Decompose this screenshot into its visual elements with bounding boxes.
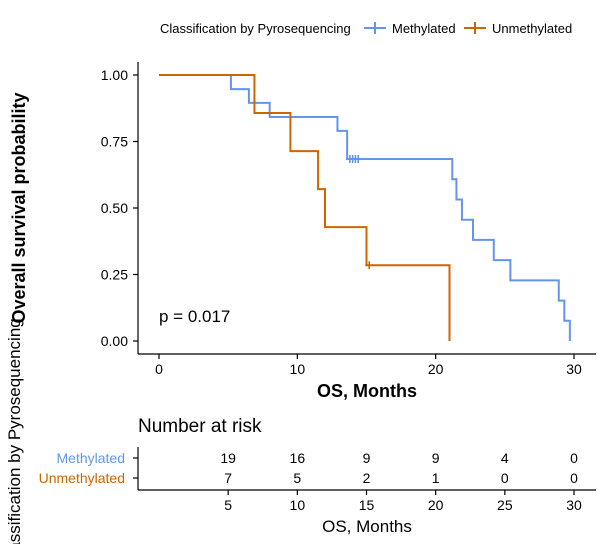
survival-curve-unmethylated [159, 74, 451, 341]
risk-count: 19 [220, 450, 236, 466]
censor-mark-unmethylated [365, 261, 374, 270]
y-tick-label: 0.25 [101, 267, 128, 283]
risk-count: 0 [570, 450, 578, 466]
legend-item-unmethylated: Unmethylated [464, 21, 572, 36]
risk-table-x-title: OS, Months [322, 517, 412, 536]
y-tick-label: 0.75 [101, 134, 128, 150]
x-axis-title: OS, Months [317, 381, 417, 401]
censor-mark-methylated [354, 155, 363, 164]
risk-count: 9 [363, 450, 371, 466]
risk-count: 0 [501, 470, 509, 486]
risk-row-label: Unmethylated [39, 470, 125, 486]
survival-curve-methylated [159, 74, 571, 341]
y-tick-label: 0.50 [101, 200, 128, 216]
risk-count: 4 [501, 450, 509, 466]
p-value-annotation: p = 0.017 [159, 307, 230, 326]
risk-x-tick-label: 20 [428, 497, 444, 513]
risk-count: 5 [293, 470, 301, 486]
risk-count: 7 [224, 470, 232, 486]
x-tick-label: 10 [290, 361, 306, 377]
risk-count: 0 [570, 470, 578, 486]
legend-label-unmethylated: Unmethylated [492, 21, 572, 36]
x-ticks: 0 10 20 30 [155, 354, 582, 377]
x-tick-label: 0 [155, 361, 163, 377]
risk-x-tick-label: 5 [224, 497, 232, 513]
risk-row-label: Methylated [57, 450, 125, 466]
series-layer [159, 74, 571, 341]
risk-count: 2 [363, 470, 371, 486]
risk-x-tick-label: 25 [497, 497, 513, 513]
risk-x-tick-label: 10 [290, 497, 306, 513]
risk-count: 1 [432, 470, 440, 486]
risk-count: 9 [432, 450, 440, 466]
legend-label-methylated: Methylated [392, 21, 456, 36]
y-ticks: 0.00 0.25 0.50 0.75 1.00 [101, 67, 138, 349]
risk-x-tick-label: 30 [566, 497, 582, 513]
risk-x-tick-label: 15 [359, 497, 375, 513]
risk-count: 16 [290, 450, 306, 466]
y-tick-label: 1.00 [101, 67, 128, 83]
risk-table-title: Number at risk [138, 416, 262, 437]
y-axis-title: Overall survival probability [9, 92, 29, 323]
legend-title: Classification by Pyrosequencing [160, 21, 351, 36]
x-tick-label: 30 [566, 361, 582, 377]
risk-table-y-title: Classification by Pyrosequencing [5, 318, 24, 544]
x-tick-label: 20 [428, 361, 444, 377]
legend: Classification by Pyrosequencing Methyla… [160, 21, 572, 36]
legend-item-methylated: Methylated [364, 21, 456, 36]
y-tick-label: 0.00 [101, 333, 128, 349]
